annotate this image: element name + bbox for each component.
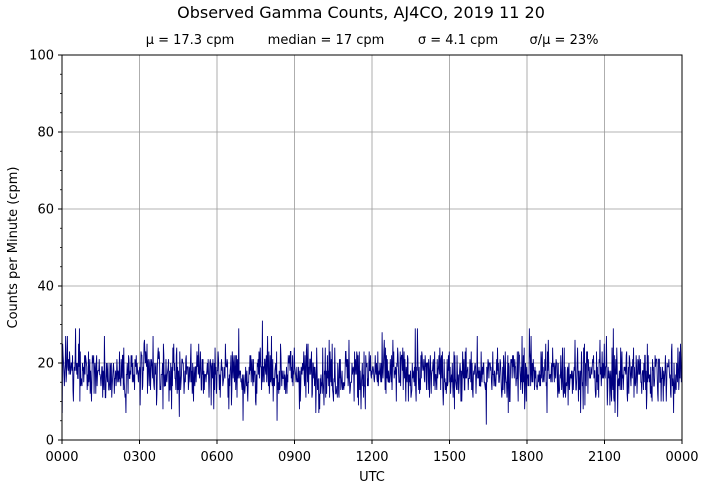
x-tick-label: 1500 bbox=[433, 450, 466, 465]
x-tick-labels: 0000 0300 0600 0900 1200 1500 1800 2100 0000 bbox=[45, 450, 698, 465]
y-tick-labels: 0 20 40 60 80 100 bbox=[29, 49, 54, 449]
series-layer bbox=[61, 320, 683, 425]
stat-ratio: σ/μ = 23% bbox=[530, 33, 599, 48]
y-tick-label: 100 bbox=[29, 49, 54, 64]
tick-marks bbox=[58, 54, 683, 444]
y-tick-label: 0 bbox=[46, 434, 54, 449]
y-tick-label: 80 bbox=[37, 126, 54, 141]
y-tick-label: 40 bbox=[37, 280, 54, 295]
x-tick-label: 0000 bbox=[45, 450, 78, 465]
x-tick-label: 0300 bbox=[123, 450, 156, 465]
chart-title: Observed Gamma Counts, AJ4CO, 2019 11 20 bbox=[177, 3, 545, 22]
x-tick-label: 1800 bbox=[510, 450, 543, 465]
stat-sigma: σ = 4.1 cpm bbox=[418, 33, 498, 48]
x-tick-label: 0600 bbox=[200, 450, 233, 465]
y-axis-label: Counts per Minute (cpm) bbox=[6, 167, 21, 329]
series-line bbox=[61, 320, 683, 425]
y-tick-label: 20 bbox=[37, 357, 54, 372]
x-tick-label: 0000 bbox=[665, 450, 698, 465]
x-tick-label: 0900 bbox=[278, 450, 311, 465]
y-tick-label: 60 bbox=[37, 203, 54, 218]
stat-mean: μ = 17.3 cpm bbox=[146, 33, 235, 48]
x-axis-label: UTC bbox=[359, 470, 385, 485]
x-tick-label: 1200 bbox=[355, 450, 388, 465]
x-tick-label: 2100 bbox=[588, 450, 621, 465]
grid bbox=[62, 55, 682, 440]
stat-median: median = 17 cpm bbox=[268, 33, 385, 48]
